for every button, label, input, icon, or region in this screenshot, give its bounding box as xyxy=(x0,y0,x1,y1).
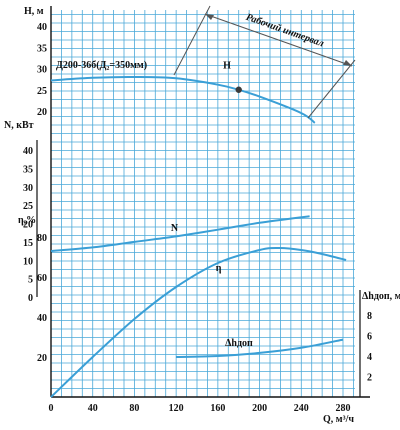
tick-labels: 0 40 80 120 160 200 240 28020253035400510152025… xyxy=(4,6,400,425)
series-label-H: H xyxy=(223,61,231,72)
N-tick-label: 10 xyxy=(23,256,33,267)
N-tick-label: 40 xyxy=(23,146,33,157)
H-axis-label: H, м xyxy=(24,6,44,17)
series-label-N: N xyxy=(171,223,179,234)
H-tick-label: 30 xyxy=(37,65,47,76)
H-tick-label: 35 xyxy=(37,43,47,54)
N-tick-label: 15 xyxy=(23,238,33,249)
H-tick-label: 20 xyxy=(37,107,47,118)
dh-tick-label: 6 xyxy=(367,332,372,343)
interval-arrow-line xyxy=(204,13,353,67)
N-tick-label: 30 xyxy=(23,183,33,194)
eta-tick-label: 40 xyxy=(37,313,47,324)
curves: H Nη Δhдоп xyxy=(50,61,347,398)
dh-axis-label: Δhдоп, м xyxy=(362,291,400,302)
N-tick-label: 20 xyxy=(23,220,33,231)
N-tick-label: 35 xyxy=(23,164,33,175)
dh-tick-label: 4 xyxy=(367,352,372,363)
N-tick-label: 0 xyxy=(28,293,33,304)
series-line-N xyxy=(50,215,310,253)
x-tick-label: 0 xyxy=(49,403,54,414)
series-line-dh xyxy=(176,338,344,358)
x-tick-label: 160 xyxy=(210,403,225,414)
grid xyxy=(50,10,355,398)
working-interval-label: Рабочий интервал xyxy=(244,12,325,50)
x-tick-label: 280 xyxy=(336,403,351,414)
eta-tick-label: 80 xyxy=(37,233,47,244)
interval-left-line xyxy=(173,5,211,76)
x-tick-label: 240 xyxy=(294,403,309,414)
series-label-dh: Δhдоп xyxy=(225,338,253,349)
N-tick-label: 25 xyxy=(23,201,33,212)
pump-label: Д200-36б(Д₂=350мм) xyxy=(56,60,147,71)
working-point-marker xyxy=(235,86,242,93)
x-axis-label: Q, м³/ч xyxy=(323,414,354,425)
series-label-eta: η xyxy=(216,263,222,274)
series-line-eta xyxy=(50,246,347,398)
H-tick-label: 40 xyxy=(37,22,47,33)
H-tick-label: 25 xyxy=(37,86,47,97)
interval-right-line xyxy=(307,59,356,119)
interval-arrowhead-right xyxy=(343,60,352,66)
interval-arrowhead-left xyxy=(205,14,214,20)
N-axis-label: N, кВт xyxy=(4,120,34,131)
eta-tick-label: 60 xyxy=(37,273,47,284)
x-tick-label: 200 xyxy=(252,403,267,414)
axes xyxy=(36,6,370,398)
N-tick-label: 5 xyxy=(28,275,33,286)
eta-tick-label: 20 xyxy=(37,353,47,364)
dh-tick-label: 8 xyxy=(367,311,372,322)
x-tick-label: 80 xyxy=(129,403,139,414)
x-tick-label: 40 xyxy=(88,403,98,414)
dh-tick-label: 2 xyxy=(367,373,372,384)
eta-axis-label: η,% xyxy=(18,215,36,226)
series-line-H xyxy=(50,75,316,124)
x-tick-label: 120 xyxy=(169,403,184,414)
